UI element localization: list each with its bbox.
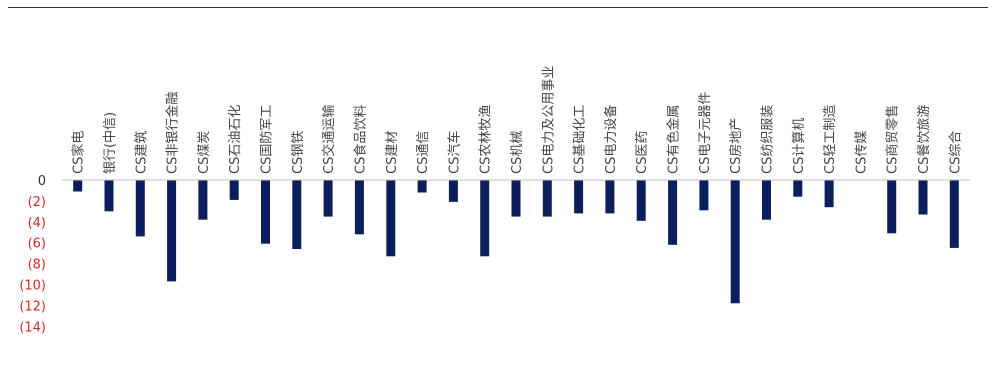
bar xyxy=(292,180,302,249)
bar xyxy=(167,180,177,282)
bar xyxy=(73,180,83,192)
category-label: CS医药 xyxy=(635,131,650,174)
category-label: CS计算机 xyxy=(792,118,807,174)
category-label: CS食品饮料 xyxy=(352,105,368,174)
category-label: CS建筑 xyxy=(133,131,149,174)
bar xyxy=(668,180,678,245)
bar xyxy=(542,180,552,217)
category-label: CS通信 xyxy=(416,131,431,174)
category-label: CS有色金属 xyxy=(666,105,682,174)
bar xyxy=(949,180,959,248)
category-label: CS家电 xyxy=(71,131,87,174)
category-label: CS电力设备 xyxy=(603,105,619,174)
bar xyxy=(699,180,709,211)
bar xyxy=(605,180,615,214)
category-label: CS轻工制造 xyxy=(823,105,838,174)
category-label: CS综合 xyxy=(948,131,963,174)
y-axis: 0 (2) (4) (6) (8) (10) (12) (14) xyxy=(19,174,46,335)
bar xyxy=(417,180,427,193)
category-label: CS国防军工 xyxy=(259,105,275,174)
category-label: CS商贸零售 xyxy=(885,105,901,174)
category-label: CS餐饮旅游 xyxy=(916,105,932,174)
category-label: CS电力及公用事业 xyxy=(541,66,556,174)
y-tick-label: (14) xyxy=(19,320,46,335)
bar xyxy=(918,180,928,215)
y-tick-label: (4) xyxy=(28,216,46,231)
category-label: CS煤炭 xyxy=(197,131,212,174)
top-rule xyxy=(8,7,988,8)
bar xyxy=(198,180,208,220)
category-label: CS汽车 xyxy=(446,131,462,174)
category-label: CS基础化工 xyxy=(573,105,588,174)
bar xyxy=(574,180,584,214)
bar xyxy=(511,180,521,217)
bar xyxy=(824,180,834,208)
bar xyxy=(480,180,490,257)
category-label: CS钢铁 xyxy=(291,131,306,174)
bar xyxy=(636,180,646,221)
category-label: CS机械 xyxy=(510,131,525,174)
category-label: CS非银行金融 xyxy=(165,92,181,174)
category-labels: CS家电 银行(中信) CS建筑 CS非银行金融 CS煤炭 CS石油石化 CS国防军工 CS钢… xyxy=(71,66,964,174)
bar xyxy=(730,180,740,304)
bar xyxy=(386,180,396,257)
y-tick-label: 0 xyxy=(38,174,46,189)
bar xyxy=(104,180,114,212)
category-label: CS交通运输 xyxy=(321,105,337,174)
bar xyxy=(323,180,333,217)
category-label: CS建材 xyxy=(385,131,400,174)
category-label: CS传媒 xyxy=(854,131,869,174)
y-tick-label: (12) xyxy=(19,299,46,314)
y-tick-label: (10) xyxy=(19,279,46,294)
bar xyxy=(793,180,803,197)
y-tick-label: (8) xyxy=(28,258,46,273)
bar xyxy=(448,180,458,202)
category-label: CS房地产 xyxy=(728,118,744,174)
category-label: CS农林牧渔 xyxy=(479,105,494,174)
bars xyxy=(73,180,959,304)
y-tick-label: (6) xyxy=(28,237,46,252)
bar xyxy=(762,180,771,220)
bar xyxy=(354,180,364,235)
category-label: 银行(中信) xyxy=(103,112,118,174)
y-tick-label: (2) xyxy=(28,195,46,210)
bar xyxy=(229,180,239,200)
bar xyxy=(261,180,270,244)
bar xyxy=(135,180,145,237)
bar xyxy=(887,180,897,234)
category-label: CS纺织服装 xyxy=(760,105,775,174)
category-label: CS石油石化 xyxy=(228,105,243,174)
category-label: CS电子元器件 xyxy=(698,92,713,174)
